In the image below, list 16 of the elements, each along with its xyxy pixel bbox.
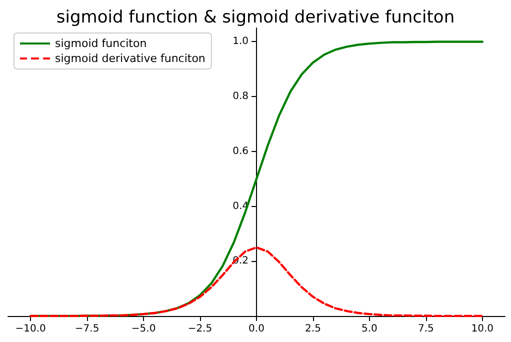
x-tick-label: −10.0 — [15, 324, 46, 334]
x-tick-label: −2.5 — [188, 324, 212, 334]
x-tick-label: 10.0 — [471, 324, 494, 334]
x-tick-label: 2.5 — [305, 324, 321, 334]
x-tick-label: 7.5 — [418, 324, 434, 334]
x-tick-label: −7.5 — [74, 324, 100, 334]
y-tick-label: 0.8 — [232, 91, 248, 102]
y-tick-label: 0.6 — [232, 146, 248, 157]
x-tick-label: 0.0 — [248, 324, 264, 334]
legend-label: sigmoid funciton — [55, 37, 147, 50]
legend-label: sigmoid derivative funciton — [55, 52, 206, 65]
x-tick-label: 5.0 — [362, 324, 378, 334]
line-series — [29, 246, 484, 318]
chart-title: sigmoid function & sigmoid derivative funciton — [56, 8, 455, 28]
y-tick-label: 1.0 — [232, 36, 248, 48]
x-tick-label: −5.0 — [131, 324, 156, 334]
